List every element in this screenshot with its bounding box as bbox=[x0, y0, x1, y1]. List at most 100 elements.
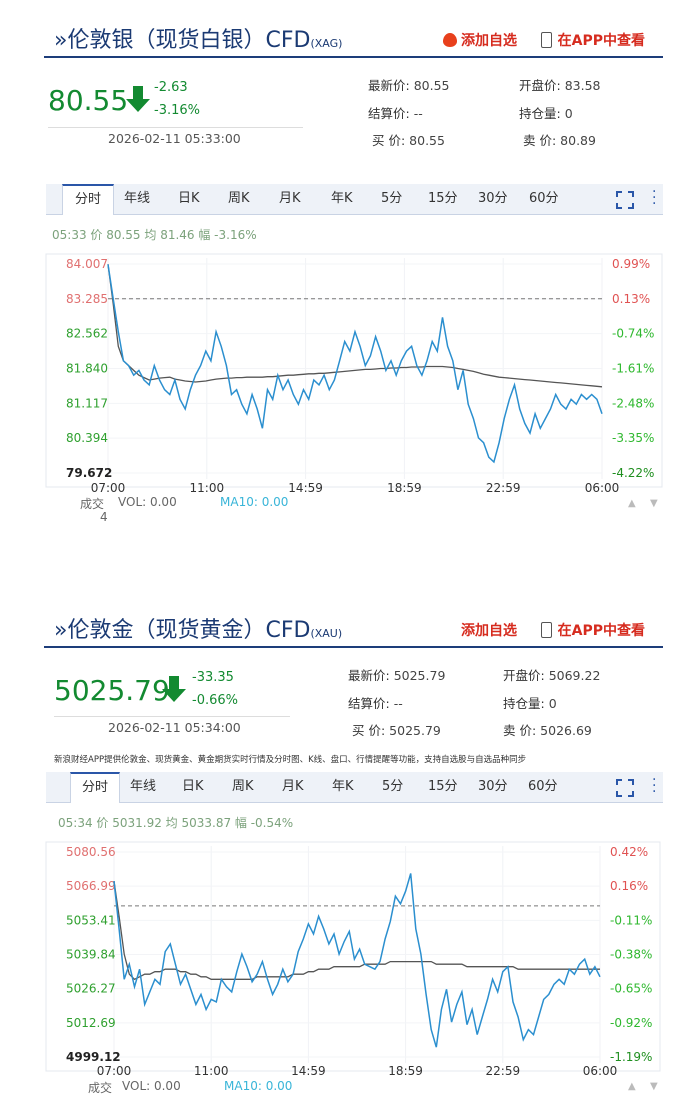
tab-monthly-k[interactable]: 月K bbox=[279, 191, 301, 206]
y-pct-tick-label: -3.35% bbox=[612, 431, 654, 445]
info-buy: 买 价: 80.55 bbox=[372, 133, 445, 148]
info-latest: 最新价: 80.55 bbox=[368, 78, 450, 93]
add-watchlist-button[interactable]: 添加自选 bbox=[461, 623, 517, 639]
page-title: »伦敦银（现货白银）CFD(XAG) bbox=[54, 28, 343, 53]
x-tick-label: 06:00 bbox=[583, 1064, 618, 1078]
silver-header: »伦敦银（现货白银）CFD(XAG) 添加自选 在APP中查看 bbox=[44, 12, 663, 58]
x-tick-label: 11:00 bbox=[194, 1064, 229, 1078]
tab-60min[interactable]: 60分 bbox=[529, 191, 559, 206]
info-sell: 卖 价: 5026.69 bbox=[503, 723, 592, 738]
current-price: 80.55 bbox=[48, 84, 129, 117]
chart-frame bbox=[45, 253, 663, 488]
gold-panel: »伦敦金（现货黄金）CFD(XAU) 添加自选 在APP中查看 5025.79 … bbox=[0, 590, 675, 1097]
y-tick-label: 5012.69 bbox=[66, 1016, 116, 1030]
y-tick-label: 5026.27 bbox=[66, 982, 116, 996]
info-oi: 持仓量: 0 bbox=[519, 106, 573, 121]
y-tick-label: 83.285 bbox=[66, 292, 108, 306]
current-price: 5025.79 bbox=[54, 674, 170, 707]
tab-yearline[interactable]: 年线 bbox=[124, 191, 151, 206]
tab-weekly-k[interactable]: 周K bbox=[232, 779, 254, 794]
x-tick-label: 07:00 bbox=[91, 481, 126, 495]
tab-monthly-k[interactable]: 月K bbox=[282, 779, 304, 794]
y-pct-tick-label: -4.22% bbox=[612, 466, 654, 480]
y-pct-tick-label: -0.65% bbox=[610, 982, 652, 996]
x-tick-label: 11:00 bbox=[190, 481, 225, 495]
tab-yearly-k[interactable]: 年K bbox=[332, 779, 354, 794]
scroll-up-icon: ▲ bbox=[628, 498, 636, 509]
fullscreen-icon[interactable] bbox=[616, 191, 634, 209]
more-icon[interactable]: · · · bbox=[652, 772, 657, 800]
view-in-app-button[interactable]: 在APP中查看 bbox=[540, 30, 645, 50]
flame-icon bbox=[443, 33, 457, 47]
tab-intraday[interactable]: 分时 bbox=[62, 184, 114, 215]
tab-weekly-k[interactable]: 周K bbox=[228, 191, 250, 206]
volume-value: VOL: 0.00 bbox=[118, 495, 177, 509]
price-change-pct: -0.66% bbox=[192, 693, 238, 708]
tab-5min[interactable]: 5分 bbox=[381, 191, 403, 206]
y-pct-tick-label: 0.99% bbox=[612, 257, 650, 271]
y-tick-label: 81.840 bbox=[66, 362, 108, 376]
price-line bbox=[113, 873, 601, 1048]
tab-60min[interactable]: 60分 bbox=[528, 779, 558, 794]
y-pct-tick-label: -0.38% bbox=[610, 948, 652, 962]
volume-value: VOL: 0.00 bbox=[122, 1079, 181, 1093]
chart-tabs: 分时 年线 日K 周K 月K 年K 5分 15分 30分 60分 · · · bbox=[46, 184, 663, 215]
y-tick-label: 5039.84 bbox=[66, 948, 116, 962]
y-tick-label: 79.672 bbox=[66, 466, 112, 480]
y-tick-label: 84.007 bbox=[66, 257, 108, 271]
y-pct-tick-label: -0.92% bbox=[610, 1016, 652, 1030]
tab-15min[interactable]: 15分 bbox=[428, 779, 458, 794]
tab-daily-k[interactable]: 日K bbox=[178, 191, 200, 206]
tab-15min[interactable]: 15分 bbox=[428, 191, 458, 206]
tab-intraday[interactable]: 分时 bbox=[70, 772, 120, 803]
info-settle: 结算价: -- bbox=[348, 696, 403, 711]
y-tick-label: 82.562 bbox=[66, 327, 108, 341]
price-change-pct: -3.16% bbox=[154, 103, 200, 118]
ma10-value: MA10: 0.00 bbox=[220, 495, 289, 509]
y-tick-label: 4999.12 bbox=[66, 1050, 121, 1064]
add-watchlist-button[interactable]: 添加自选 bbox=[443, 30, 517, 50]
average-price-line bbox=[113, 881, 600, 981]
tab-daily-k[interactable]: 日K bbox=[182, 779, 204, 794]
y-pct-tick-label: -1.61% bbox=[612, 362, 654, 376]
x-tick-label: 18:59 bbox=[387, 481, 422, 495]
chart-tabs: 分时 年线 日K 周K 月K 年K 5分 15分 30分 60分 · · · bbox=[46, 772, 663, 803]
y-tick-label: 5080.56 bbox=[66, 845, 116, 859]
tab-30min[interactable]: 30分 bbox=[478, 779, 508, 794]
y-pct-tick-label: -0.11% bbox=[610, 913, 652, 927]
info-sell: 卖 价: 80.89 bbox=[523, 133, 596, 148]
phone-icon bbox=[540, 32, 552, 48]
status-line: 05:34 价 5031.92 均 5033.87 幅 -0.54% bbox=[58, 816, 294, 830]
price-line bbox=[107, 264, 603, 464]
tab-yearline[interactable]: 年线 bbox=[130, 779, 157, 794]
y-tick-label: 5053.41 bbox=[66, 913, 116, 927]
silver-intraday-chart: 07:00 11:00 14:59 18:59 22:59 06:00 84.007 0.99… bbox=[45, 253, 663, 509]
view-in-app-button[interactable]: 在APP中查看 bbox=[540, 620, 645, 640]
y-tick-label: 81.117 bbox=[66, 396, 108, 410]
gold-header: »伦敦金（现货黄金）CFD(XAU) 添加自选 在APP中查看 bbox=[44, 602, 663, 648]
y-tick-label: 5066.99 bbox=[66, 879, 116, 893]
ma10-value: MA10: 0.00 bbox=[224, 1079, 293, 1093]
info-settle: 结算价: -- bbox=[368, 106, 423, 121]
page-title: »伦敦金（现货黄金）CFD(XAU) bbox=[54, 618, 343, 643]
x-tick-label: 22:59 bbox=[486, 481, 521, 495]
tab-30min[interactable]: 30分 bbox=[478, 191, 508, 206]
fullscreen-icon[interactable] bbox=[616, 779, 634, 797]
x-tick-label: 14:59 bbox=[288, 481, 323, 495]
quote-time: 2026-02-11 05:34:00 bbox=[108, 720, 241, 735]
y-pct-tick-label: 0.16% bbox=[610, 879, 648, 893]
volume-label: 成交 bbox=[88, 1081, 113, 1095]
more-icon[interactable]: · · · bbox=[652, 184, 657, 212]
y-tick-label: 80.394 bbox=[66, 431, 108, 445]
info-buy: 买 价: 5025.79 bbox=[352, 723, 441, 738]
x-tick-label: 22:59 bbox=[486, 1064, 521, 1078]
x-tick-label: 06:00 bbox=[585, 481, 620, 495]
chart-frame bbox=[45, 841, 661, 1072]
gold-intraday-chart: 07:00 11:00 14:59 18:59 22:59 06:00 5080.56 0.4… bbox=[45, 841, 661, 1092]
y-pct-tick-label: 0.13% bbox=[612, 292, 650, 306]
volume-unit: 4 bbox=[100, 510, 108, 524]
tab-5min[interactable]: 5分 bbox=[382, 779, 404, 794]
down-arrow-icon bbox=[162, 676, 186, 702]
info-open: 开盘价: 5069.22 bbox=[503, 668, 601, 683]
tab-yearly-k[interactable]: 年K bbox=[331, 191, 353, 206]
